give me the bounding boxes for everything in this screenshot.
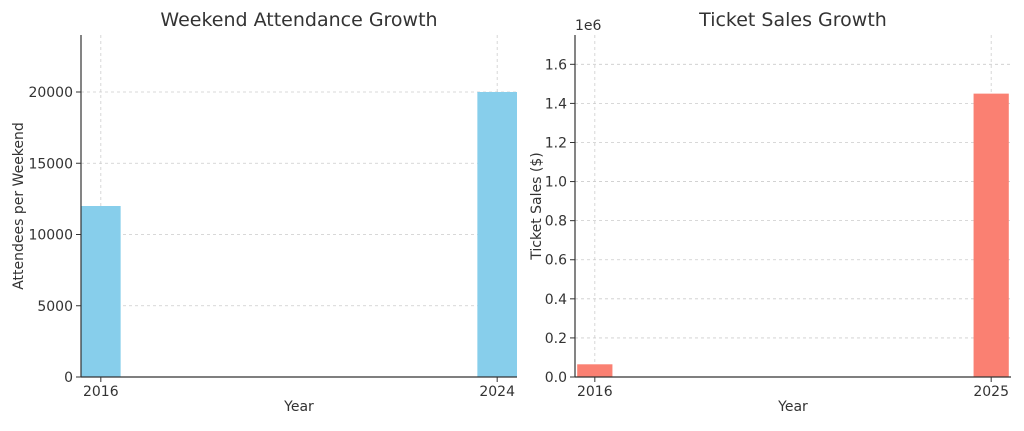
bar-2016 bbox=[81, 206, 121, 377]
y-axis-label: Attendees per Weekend bbox=[11, 122, 27, 290]
bar-2025 bbox=[973, 93, 1009, 377]
y-offset-label: 1e6 bbox=[575, 18, 602, 34]
x-axis-label: Year bbox=[283, 399, 314, 415]
x-tick-label: 2025 bbox=[973, 384, 1009, 400]
y-tick-label: 0.2 bbox=[545, 331, 567, 347]
y-axis-label: Ticket Sales ($) bbox=[529, 152, 545, 260]
y-tick-label: 15000 bbox=[28, 156, 73, 172]
bar-2016 bbox=[577, 364, 613, 377]
x-tick-label: 2016 bbox=[577, 384, 613, 400]
chart-panel-1: 0 5000 10000 15000 20000 2016 2024 Weekend Atte… bbox=[11, 9, 517, 415]
y-tick-label: 0 bbox=[64, 370, 73, 386]
y-tick-label: 0.8 bbox=[545, 214, 567, 230]
y-tick-label: 10000 bbox=[28, 228, 73, 244]
chart-title: Weekend Attendance Growth bbox=[160, 9, 437, 31]
y-tick-label: 0.0 bbox=[545, 370, 567, 386]
y-tick-label: 5000 bbox=[37, 299, 73, 315]
x-tick-label: 2016 bbox=[83, 384, 119, 400]
chart-title: Ticket Sales Growth bbox=[698, 9, 887, 31]
bar-2024 bbox=[477, 92, 517, 377]
y-tick-label: 1.2 bbox=[545, 135, 567, 151]
y-tick-label: 1.6 bbox=[545, 57, 567, 73]
y-tick-label: 0.6 bbox=[545, 253, 567, 269]
x-tick-label: 2024 bbox=[479, 384, 515, 400]
chart-panel-2: 0.0 0.2 0.4 0.6 0.8 1.0 1.2 1.4 1.6 2016 2025 Ticke… bbox=[529, 9, 1011, 415]
y-tick-label: 1.0 bbox=[545, 175, 567, 191]
y-tick-label: 20000 bbox=[28, 85, 73, 101]
y-tick-label: 1.4 bbox=[545, 96, 567, 112]
x-axis-label: Year bbox=[777, 399, 808, 415]
y-tick-label: 0.4 bbox=[545, 292, 567, 308]
